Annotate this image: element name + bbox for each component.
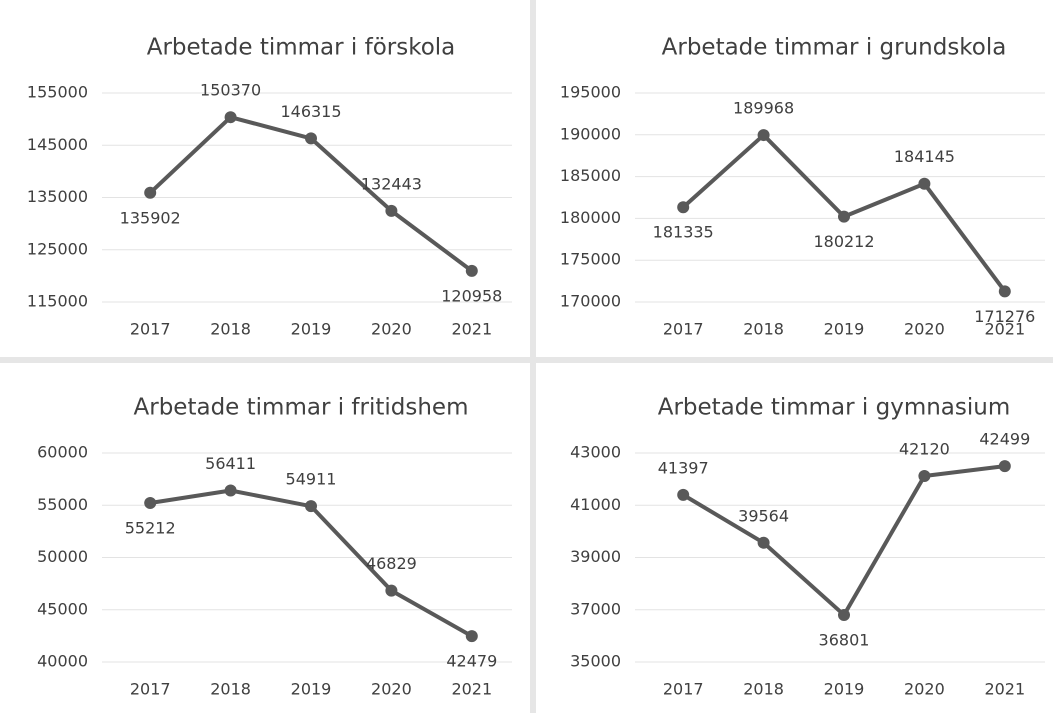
data-label: 42120	[899, 439, 950, 458]
y-tick-label: 195000	[560, 83, 621, 102]
x-tick-label: 2017	[663, 680, 704, 699]
point	[838, 210, 850, 223]
x-tick-label: 2018	[210, 680, 251, 699]
x-tick-label: 2020	[371, 680, 412, 699]
x-tick-label: 2018	[743, 320, 784, 339]
data-label: 146315	[280, 102, 341, 121]
chart-title: Arbetade timmar i fritidshem	[134, 395, 469, 421]
point	[305, 500, 317, 513]
y-tick-label: 45000	[37, 599, 88, 618]
x-tick-label: 2019	[291, 320, 332, 339]
x-tick-label: 2017	[130, 680, 171, 699]
x-tick-label: 2017	[663, 320, 704, 339]
y-tick-label: 40000	[37, 652, 88, 671]
point	[677, 488, 690, 501]
y-tick-label: 180000	[560, 208, 621, 227]
y-tick-label: 135000	[27, 187, 88, 206]
data-label: 181335	[653, 223, 714, 242]
point	[465, 630, 478, 643]
y-tick-label: 155000	[27, 83, 88, 102]
x-tick-label: 2021	[984, 680, 1025, 699]
data-label: 55212	[125, 519, 176, 538]
y-tick-label: 190000	[560, 124, 621, 143]
y-tick-label: 60000	[37, 443, 88, 462]
y-tick-label: 55000	[37, 495, 88, 514]
y-tick-label: 115000	[27, 292, 88, 311]
chart: Arbetade timmar i gymnasium 35000 37000 390…	[570, 395, 1045, 699]
point	[677, 201, 690, 214]
y-tick-label: 175000	[560, 250, 621, 269]
data-label: 42499	[979, 430, 1030, 449]
data-label: 184145	[894, 147, 955, 166]
data-label: 54911	[286, 470, 337, 489]
chart-title: Arbetade timmar i grundskola	[662, 35, 1007, 61]
x-tick-label: 2019	[824, 680, 865, 699]
chart-title: Arbetade timmar i gymnasium	[658, 395, 1011, 421]
x-tick-label: 2019	[824, 320, 865, 339]
x-tick-label: 2017	[130, 320, 171, 339]
point	[144, 497, 157, 510]
x-tick-label: 2021	[984, 320, 1025, 339]
data-label: 39564	[738, 506, 789, 525]
data-label: 42479	[446, 652, 497, 671]
chart: Arbetade timmar i fritidshem 40000 45000 50…	[37, 395, 512, 699]
point	[998, 460, 1011, 473]
chart: Arbetade timmar i grundskola 170000 175000…	[560, 35, 1045, 339]
chart-title: Arbetade timmar i förskola	[147, 35, 456, 61]
y-tick-label: 125000	[27, 239, 88, 258]
x-tick-label: 2020	[904, 680, 945, 699]
data-label: 46829	[366, 554, 417, 573]
x-tick-label: 2019	[291, 680, 332, 699]
data-label: 171276	[974, 307, 1035, 326]
data-label: 36801	[819, 630, 870, 649]
point	[385, 584, 398, 597]
point	[757, 129, 770, 142]
point	[918, 469, 931, 482]
point	[224, 484, 237, 497]
point	[144, 186, 157, 199]
data-label: 132443	[361, 174, 422, 193]
y-tick-label: 185000	[560, 166, 621, 185]
data-label: 135902	[120, 208, 181, 227]
y-tick-label: 37000	[570, 599, 621, 618]
y-tick-label: 41000	[570, 495, 621, 514]
point	[838, 608, 850, 621]
point	[385, 204, 398, 217]
data-label: 180212	[813, 232, 874, 251]
point	[757, 536, 770, 549]
y-tick-label: 43000	[570, 443, 621, 462]
data-label: 120958	[441, 286, 502, 305]
point	[224, 111, 237, 124]
point	[305, 132, 317, 145]
data-label: 150370	[200, 81, 261, 100]
point	[918, 177, 931, 190]
x-tick-label: 2020	[371, 320, 412, 339]
point	[465, 264, 478, 277]
data-label: 56411	[205, 454, 256, 473]
data-label: 189968	[733, 99, 794, 118]
chart: Arbetade timmar i förskola 115000 125000 13…	[27, 35, 512, 339]
y-tick-label: 145000	[27, 135, 88, 154]
x-tick-label: 2018	[743, 680, 784, 699]
y-tick-label: 39000	[570, 547, 621, 566]
x-tick-label: 2021	[451, 680, 492, 699]
data-label: 41397	[658, 458, 709, 477]
x-tick-label: 2021	[451, 320, 492, 339]
y-tick-label: 50000	[37, 547, 88, 566]
x-tick-label: 2020	[904, 320, 945, 339]
x-tick-label: 2018	[210, 320, 251, 339]
y-tick-label: 170000	[560, 292, 621, 311]
point	[998, 285, 1011, 298]
y-tick-label: 35000	[570, 652, 621, 671]
